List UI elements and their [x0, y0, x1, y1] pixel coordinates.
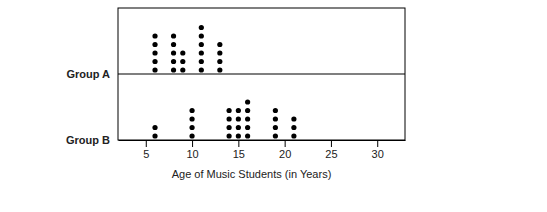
dot — [245, 116, 250, 121]
panel-divider — [118, 73, 405, 74]
dot — [189, 108, 194, 113]
tick-label: 30 — [372, 148, 384, 160]
dot — [152, 59, 157, 64]
tick-mark — [146, 140, 147, 147]
dot — [152, 133, 157, 138]
dot — [245, 125, 250, 130]
dot — [226, 133, 231, 138]
dot — [273, 125, 278, 130]
dot — [199, 42, 204, 47]
dot — [199, 59, 204, 64]
dot — [245, 99, 250, 104]
tick: 20 — [279, 140, 291, 160]
tick-label: 5 — [143, 148, 149, 160]
dot — [199, 50, 204, 55]
tick: 15 — [233, 140, 245, 160]
dot — [199, 67, 204, 72]
tick-mark — [331, 140, 332, 147]
dot — [291, 125, 296, 130]
chart: Group A Group B 5 10 15 20 25 30 Age of Music St… — [0, 0, 547, 212]
dot — [217, 59, 222, 64]
x-axis: 5 10 15 20 25 30 — [119, 140, 406, 160]
dot — [152, 42, 157, 47]
dot — [189, 133, 194, 138]
dot — [291, 116, 296, 121]
dot — [180, 67, 185, 72]
dots — [152, 25, 296, 139]
dot — [152, 125, 157, 130]
tick-mark — [192, 140, 193, 147]
dot — [273, 108, 278, 113]
dot — [226, 125, 231, 130]
dot — [171, 59, 176, 64]
tick-mark — [285, 140, 286, 147]
axis-line — [119, 140, 406, 141]
tick: 30 — [372, 140, 384, 160]
tick-label: 25 — [325, 148, 337, 160]
dot — [273, 116, 278, 121]
dot — [171, 67, 176, 72]
dot — [199, 25, 204, 30]
dot — [226, 108, 231, 113]
dot — [171, 42, 176, 47]
dot — [291, 133, 296, 138]
dot — [217, 42, 222, 47]
dot — [236, 125, 241, 130]
tick-label: 20 — [279, 148, 291, 160]
dot — [217, 67, 222, 72]
x-axis-title: Age of Music Students (in Years) — [172, 168, 332, 180]
dot — [189, 125, 194, 130]
dot — [245, 133, 250, 138]
dot — [245, 108, 250, 113]
dot — [226, 116, 231, 121]
group-label: Group B — [66, 134, 110, 146]
dot — [171, 50, 176, 55]
tick-mark — [238, 140, 239, 147]
tick: 10 — [186, 140, 198, 160]
dot — [236, 108, 241, 113]
tick-label: 15 — [233, 148, 245, 160]
tick: 5 — [143, 140, 149, 160]
dot — [236, 116, 241, 121]
dot — [171, 33, 176, 38]
group-label: Group A — [66, 68, 110, 80]
plot-frame — [118, 8, 405, 140]
dot — [236, 133, 241, 138]
dot — [199, 33, 204, 38]
tick-label: 10 — [186, 148, 198, 160]
dot — [152, 67, 157, 72]
tick-mark — [377, 140, 378, 147]
dot — [152, 33, 157, 38]
dot — [217, 50, 222, 55]
dot — [180, 59, 185, 64]
tick: 25 — [325, 140, 337, 160]
dot — [189, 116, 194, 121]
dot — [152, 50, 157, 55]
dot — [180, 50, 185, 55]
dot — [273, 133, 278, 138]
